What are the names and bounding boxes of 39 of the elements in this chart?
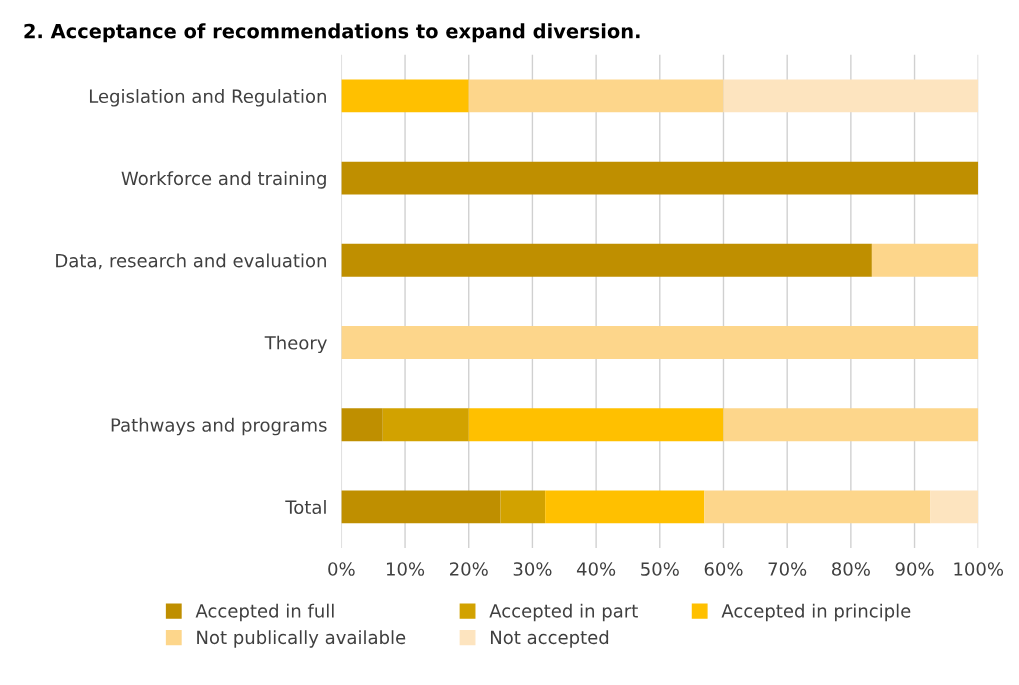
x-tick-label: 40% (576, 562, 616, 576)
x-tick-label: 90% (895, 562, 934, 576)
bar (468, 79, 724, 113)
legend-label: Accepted in principle (721, 603, 911, 622)
y-tick-label: Theory (264, 335, 327, 354)
legend-label: Not accepted (490, 630, 609, 648)
bar (704, 490, 931, 524)
y-tick-label: Total (285, 500, 326, 515)
y-tick-label: Data, research and evaluation (56, 253, 326, 270)
bar (341, 79, 469, 113)
x-tick-label: 20% (450, 562, 488, 576)
bar (341, 161, 979, 195)
bar (341, 408, 383, 442)
bar (930, 490, 979, 524)
bar (341, 243, 872, 277)
x-tick-label: 100% (954, 562, 1004, 576)
bar (871, 243, 979, 277)
bar (468, 408, 724, 442)
bar (341, 490, 501, 524)
bar (382, 408, 469, 442)
x-tick-label: 80% (832, 562, 870, 576)
x-tick-label: 10% (386, 562, 425, 576)
legend-label: Accepted in full (195, 603, 334, 622)
bar (500, 490, 546, 524)
y-tick-label: Workforce and training (121, 171, 326, 189)
bar (545, 490, 705, 524)
legend-label: Not publically available (197, 630, 406, 648)
legend-label: Accepted in part (489, 603, 638, 622)
x-tick-label: 70% (768, 562, 807, 576)
bar (341, 326, 979, 359)
bar (723, 79, 979, 113)
x-tick-label: 30% (513, 562, 552, 576)
x-tick-label: 50% (641, 562, 679, 576)
y-tick-label: Pathways and programs (111, 417, 327, 436)
y-tick-label: Legislation and Regulation (89, 89, 326, 107)
chart-title: 2. Acceptance of recommendations to expand diversion. (24, 23, 640, 43)
bar (723, 408, 979, 442)
x-tick-label: 60% (704, 562, 743, 576)
x-tick-label: 0% (328, 562, 355, 576)
